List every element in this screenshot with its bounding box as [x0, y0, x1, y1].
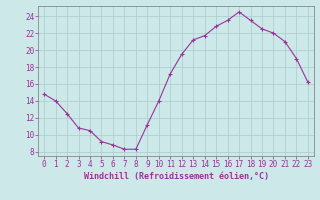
X-axis label: Windchill (Refroidissement éolien,°C): Windchill (Refroidissement éolien,°C)	[84, 172, 268, 181]
